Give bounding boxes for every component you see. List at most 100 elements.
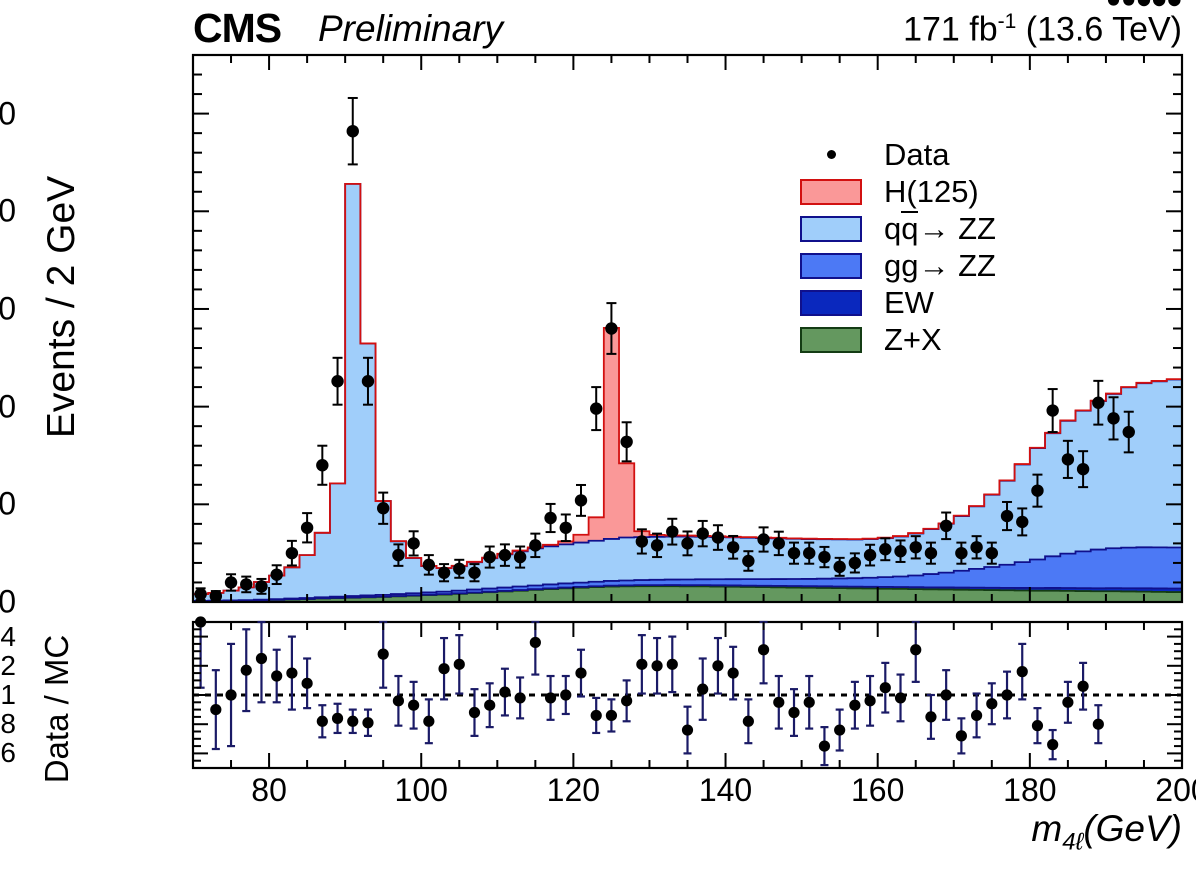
data-point bbox=[1122, 425, 1135, 439]
stack-fill-2 bbox=[193, 547, 1182, 602]
legend-swatch bbox=[800, 326, 862, 353]
data-point bbox=[970, 541, 983, 554]
data-point bbox=[666, 525, 679, 538]
ratio-point bbox=[712, 660, 724, 672]
ratio-point bbox=[484, 699, 496, 711]
data-point bbox=[1000, 509, 1014, 523]
ratio-point bbox=[925, 711, 937, 723]
ratio-point bbox=[955, 730, 967, 742]
ratio-tick-label: 1.4 bbox=[0, 620, 16, 652]
data-point bbox=[924, 546, 938, 560]
ratio-point bbox=[818, 740, 831, 752]
ratio-point bbox=[438, 663, 450, 675]
ratio-point bbox=[271, 670, 283, 682]
y-tick-label: 100 bbox=[0, 388, 16, 425]
lumi-value: 171 fb bbox=[903, 10, 998, 49]
ratio-point bbox=[316, 715, 328, 727]
legend-label: EW bbox=[884, 284, 934, 320]
ratio-tick-label: 1.2 bbox=[0, 649, 16, 681]
ratio-point bbox=[529, 636, 541, 649]
ratio-point bbox=[910, 644, 922, 656]
ratio-point bbox=[301, 677, 313, 689]
legend-label: qq→ ZZ bbox=[884, 210, 996, 246]
ratio-point bbox=[894, 692, 907, 704]
ratio-point bbox=[590, 709, 602, 722]
data-point bbox=[742, 554, 755, 568]
x-label-main: m bbox=[1031, 808, 1063, 849]
ratio-point bbox=[666, 658, 678, 670]
data-point bbox=[468, 566, 481, 579]
x-tick-label: 100 bbox=[394, 772, 448, 808]
legend-entry: gg→ ZZ bbox=[800, 247, 996, 284]
ratio-point bbox=[742, 715, 754, 727]
cms-logo: CMS bbox=[193, 5, 282, 51]
ratio-point bbox=[514, 692, 526, 704]
x-tick-label: 120 bbox=[546, 772, 601, 808]
data-point bbox=[757, 533, 770, 546]
ratio-point bbox=[1092, 718, 1104, 730]
ratio-point bbox=[240, 664, 252, 676]
luminosity-label: 171 fb-1 (13.6 TeV) bbox=[903, 11, 1182, 46]
ratio-point bbox=[377, 648, 389, 660]
data-point bbox=[1016, 515, 1029, 529]
legend-data-marker-icon bbox=[800, 142, 862, 168]
preliminary-label: Preliminary bbox=[318, 8, 504, 49]
x-label-unit: (GeV) bbox=[1083, 808, 1182, 849]
lumi-energy: (13.6 TeV) bbox=[1016, 10, 1182, 49]
legend-label: gg→ ZZ bbox=[884, 247, 996, 283]
ratio-point bbox=[1168, 0, 1180, 6]
ratio-point bbox=[423, 715, 435, 727]
ratio-point bbox=[225, 689, 237, 701]
ratio-point bbox=[697, 683, 709, 695]
ratio-point bbox=[286, 667, 298, 679]
data-point bbox=[863, 548, 877, 562]
data-point bbox=[224, 576, 238, 589]
legend-swatch bbox=[800, 252, 862, 279]
ratio-point bbox=[1062, 696, 1074, 708]
data-point bbox=[544, 511, 557, 525]
legend: Data H(125) qq→ ZZ gg→ ZZ EW Z+X bbox=[800, 136, 996, 358]
data-point bbox=[894, 545, 907, 558]
ratio-point bbox=[255, 652, 268, 665]
ratio-point bbox=[1077, 680, 1089, 692]
ratio-point bbox=[621, 695, 633, 707]
ratio-point bbox=[331, 712, 344, 724]
data-point bbox=[605, 322, 618, 335]
x-axis-label: m4ℓ(GeV) bbox=[1031, 808, 1182, 856]
legend-label: Data bbox=[884, 136, 950, 172]
data-point bbox=[346, 124, 359, 138]
data-point bbox=[787, 546, 801, 560]
data-point bbox=[407, 537, 420, 550]
legend-entry: qq→ ZZ bbox=[800, 210, 996, 247]
ratio-point bbox=[879, 682, 891, 694]
y-tick-label: 150 bbox=[0, 290, 16, 327]
data-point bbox=[711, 531, 725, 544]
ratio-point bbox=[544, 692, 557, 704]
data-point bbox=[985, 546, 999, 560]
legend-swatch bbox=[800, 289, 862, 316]
ratio-point bbox=[636, 658, 648, 670]
legend-swatch bbox=[800, 178, 862, 205]
data-point bbox=[650, 539, 664, 552]
data-point bbox=[1046, 404, 1059, 417]
data-point bbox=[270, 568, 283, 581]
ratio-point bbox=[468, 706, 481, 719]
ratio-point bbox=[453, 658, 465, 670]
data-point bbox=[1107, 412, 1120, 425]
y-tick-label: 0 bbox=[0, 583, 16, 620]
ratio-point bbox=[1001, 689, 1013, 701]
data-point bbox=[818, 550, 831, 564]
x-tick-label: 160 bbox=[850, 772, 905, 808]
data-point bbox=[879, 543, 892, 556]
ratio-point bbox=[1031, 720, 1044, 732]
lumi-exponent: -1 bbox=[997, 10, 1017, 33]
data-point bbox=[696, 527, 709, 540]
ratio-point bbox=[392, 695, 405, 707]
ratio-tick-label: 0.8 bbox=[0, 708, 16, 740]
data-point bbox=[1092, 396, 1105, 409]
x-label-subscript: 4ℓ bbox=[1062, 828, 1084, 856]
data-point bbox=[772, 537, 785, 550]
ratio-point bbox=[1138, 0, 1150, 6]
